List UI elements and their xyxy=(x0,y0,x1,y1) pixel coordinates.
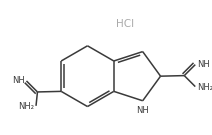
Text: NH₂: NH₂ xyxy=(18,102,34,111)
Text: HCl: HCl xyxy=(116,19,134,29)
Text: NH: NH xyxy=(197,60,210,69)
Text: NH₂: NH₂ xyxy=(197,83,212,92)
Text: NH: NH xyxy=(137,106,149,115)
Text: NH: NH xyxy=(12,76,25,85)
